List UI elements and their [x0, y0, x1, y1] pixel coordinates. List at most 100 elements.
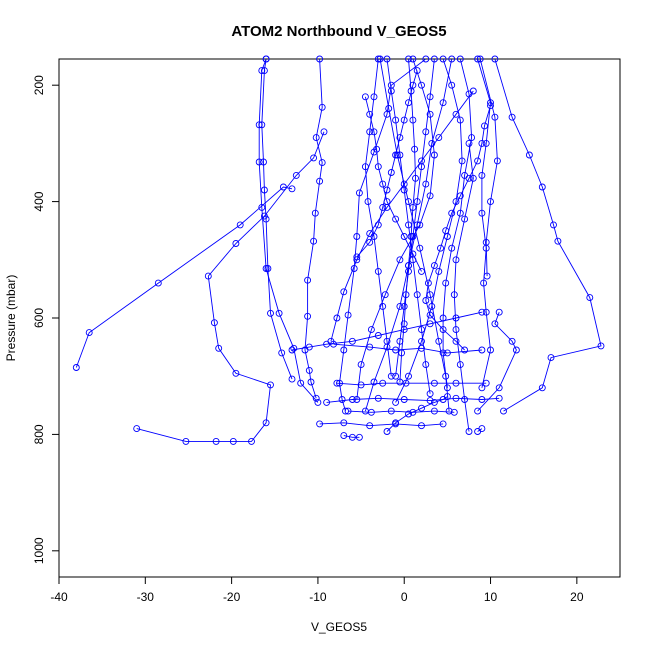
series-8: [333, 379, 490, 389]
data-point: [465, 174, 473, 182]
data-point: [452, 110, 460, 118]
series-3: [258, 55, 296, 383]
data-point: [292, 171, 300, 179]
data-point: [288, 346, 296, 354]
data-point: [182, 437, 190, 445]
data-point: [435, 337, 443, 345]
data-point: [426, 192, 434, 200]
data-point: [554, 237, 562, 245]
series-line: [386, 396, 448, 432]
data-point: [426, 397, 434, 405]
data-point: [305, 343, 313, 351]
data-point: [400, 396, 408, 403]
data-point: [400, 302, 408, 310]
data-point: [383, 198, 391, 206]
data-point: [448, 55, 456, 63]
series-line: [326, 397, 500, 403]
data-point: [379, 203, 387, 211]
series-line: [330, 90, 474, 342]
data-point: [439, 349, 447, 357]
data-point: [154, 279, 162, 287]
data-point: [267, 381, 274, 389]
data-point: [405, 55, 412, 63]
data-point: [443, 393, 451, 401]
data-point: [297, 379, 305, 387]
data-point: [396, 134, 404, 142]
series-26: [327, 87, 477, 345]
series-line: [494, 58, 602, 412]
data-point: [413, 67, 421, 75]
data-point: [439, 420, 447, 428]
data-point: [508, 337, 516, 345]
data-point: [442, 227, 450, 235]
data-point: [405, 372, 412, 380]
data-point: [409, 250, 417, 258]
data-point: [333, 314, 341, 322]
data-point: [412, 174, 419, 182]
series-line: [477, 312, 517, 412]
data-point: [232, 240, 240, 247]
data-point: [387, 87, 395, 95]
data-point: [461, 396, 469, 403]
series-22: [392, 55, 438, 380]
data-point: [442, 372, 450, 380]
data-point: [275, 309, 283, 317]
data-point: [361, 93, 369, 101]
series-line: [319, 422, 444, 427]
data-point: [255, 121, 263, 129]
series-line: [477, 428, 483, 432]
data-point: [418, 157, 425, 165]
data-point: [487, 346, 494, 354]
data-point: [374, 332, 382, 339]
series-25: [376, 55, 453, 415]
y-tick-label: 1000: [32, 537, 46, 564]
series-23: [361, 55, 395, 380]
data-point: [482, 139, 490, 147]
data-point: [424, 279, 432, 287]
data-point: [482, 308, 490, 316]
data-point: [452, 314, 460, 322]
data-point: [426, 110, 434, 118]
data-point: [318, 159, 326, 167]
data-point: [376, 55, 384, 63]
data-point: [407, 233, 415, 240]
data-point: [491, 320, 499, 328]
data-point: [318, 103, 326, 111]
data-point: [288, 375, 296, 383]
y-tick-label: 600: [32, 308, 46, 328]
data-point: [430, 55, 438, 63]
series-line: [395, 58, 463, 403]
data-point: [495, 308, 503, 316]
x-tick-label: 10: [484, 590, 498, 604]
data-point: [333, 379, 341, 387]
data-point: [72, 364, 80, 371]
data-point: [374, 267, 382, 275]
data-point: [439, 55, 447, 63]
data-point: [508, 113, 516, 121]
data-point: [387, 372, 395, 380]
data-point: [366, 128, 374, 136]
series-31: [361, 93, 425, 275]
series-line: [258, 58, 319, 403]
data-point: [409, 81, 417, 89]
data-point: [267, 309, 274, 317]
data-point: [379, 379, 387, 387]
data-point: [392, 419, 400, 427]
series-33: [474, 425, 486, 435]
data-point: [405, 410, 412, 418]
data-point: [323, 340, 331, 348]
data-point: [323, 398, 331, 406]
data-point: [483, 272, 491, 280]
series-2: [133, 128, 328, 445]
data-point: [366, 422, 374, 430]
data-point: [456, 55, 464, 63]
data-point: [456, 361, 464, 369]
data-point: [435, 267, 443, 275]
data-point: [445, 407, 453, 415]
data-point: [538, 183, 546, 191]
data-point: [458, 157, 466, 165]
data-point: [426, 311, 434, 319]
data-point: [452, 337, 460, 345]
